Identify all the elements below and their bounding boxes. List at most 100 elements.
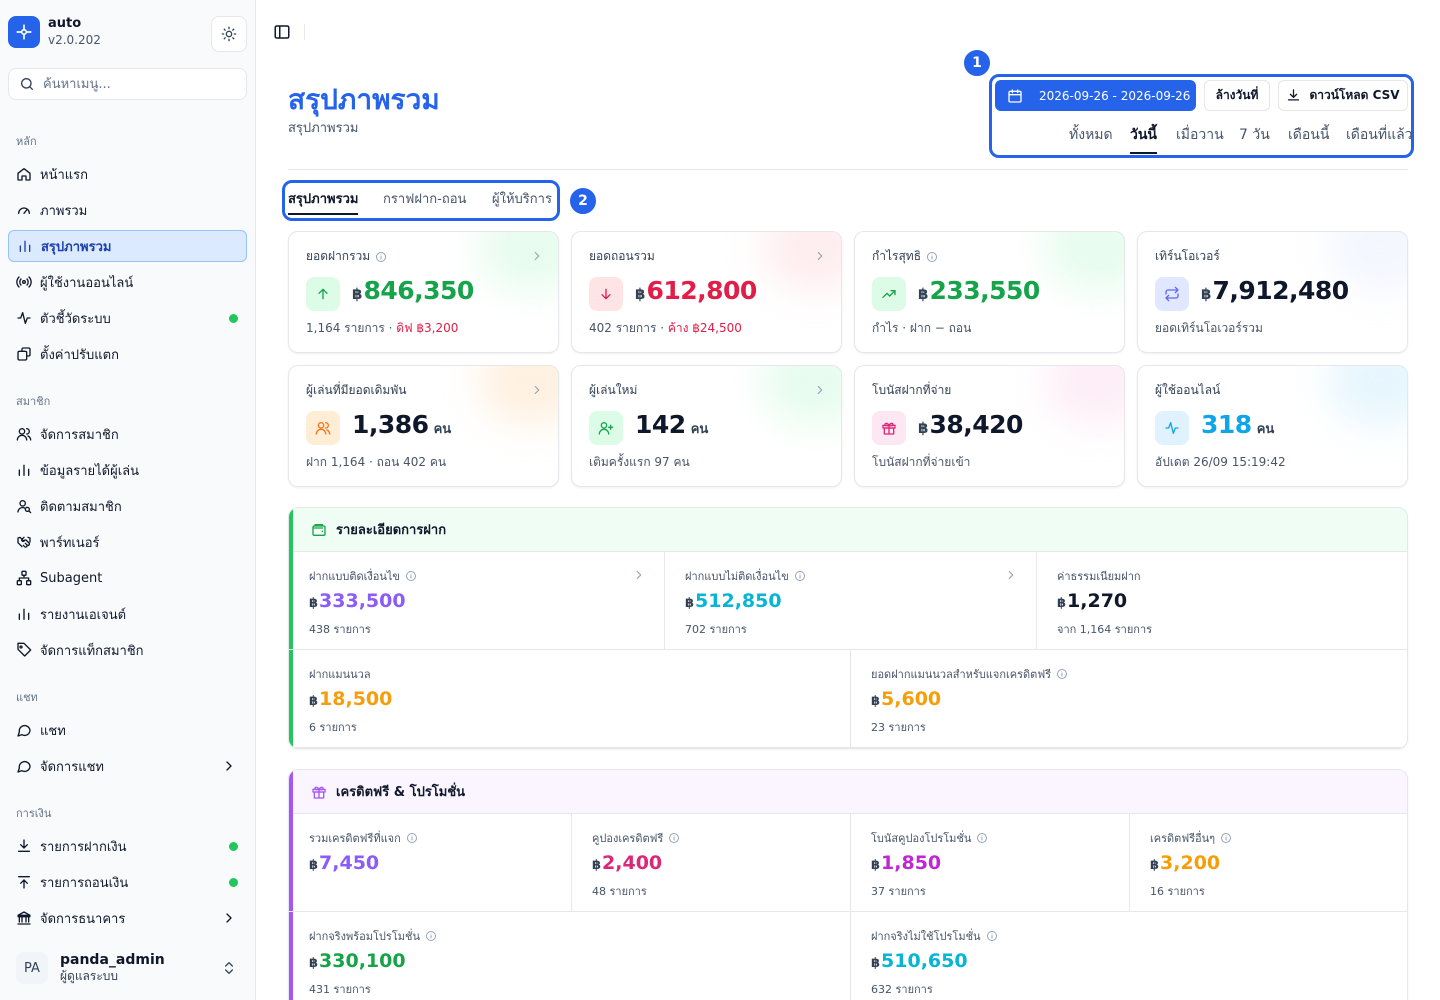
tab-providers[interactable]: ผู้ให้บริการ (492, 192, 552, 207)
stat-subtext: อัปเดต 26/09 15:19:42 (1155, 455, 1286, 469)
wallet-icon (312, 523, 326, 536)
brand[interactable]: auto v2.0.202 (8, 16, 101, 48)
stat-card-0[interactable]: ยอดฝากรวม฿ 846,350 1,164 รายการ · ดิฟ ฿3,2… (288, 231, 559, 353)
metric-value: 333,500 (319, 590, 406, 612)
range-tab-today[interactable]: วันนี้ (1130, 124, 1158, 154)
metric-value: 330,100 (319, 950, 406, 972)
user-name: panda_admin (60, 952, 165, 968)
sidebar-item-8[interactable]: ติดตามสมาชิก (8, 490, 247, 522)
stat-card-4[interactable]: ผู้เล่นที่มียอดเดิมพัน 1,386 คน ฝาก 1,164 ·… (288, 365, 559, 487)
sidebar-item-2[interactable]: สรุปภาพรวม (8, 230, 247, 262)
range-tab-last-month[interactable]: เดือนที่แล้ว (1346, 127, 1413, 143)
sidebar-item-label: ตั้งค่าปรับแตก (40, 347, 119, 363)
stat-value: 7,912,480 (1212, 276, 1349, 305)
menu-search-input[interactable] (43, 76, 233, 92)
deposit-panel-title: รายละเอียดการฝาก (336, 523, 447, 538)
metric-cell[interactable]: ฝากแบบไม่ติดเงื่อนไข฿ 512,850 702 รายการ (665, 552, 1037, 650)
download-csv-button[interactable]: ดาวน์โหลด CSV (1278, 80, 1408, 111)
menu-search[interactable] (8, 68, 247, 100)
stat-value: 612,800 (646, 276, 757, 305)
currency-symbol: ฿ (635, 285, 646, 303)
sidebar-item-12[interactable]: จัดการแท็กสมาชิก (8, 634, 247, 666)
sidebar-item-13[interactable]: แชท (8, 714, 247, 746)
metric-value: 3,200 (1160, 852, 1221, 874)
stat-subtext: กำไร · ฝาก − ถอน (872, 321, 972, 335)
chevron-right-icon (1008, 570, 1014, 580)
tab-overview[interactable]: สรุปภาพรวม (288, 188, 359, 215)
sidebar-item-9[interactable]: พาร์ทเนอร์ (8, 526, 247, 558)
topbar-divider (304, 24, 305, 40)
page-title: สรุปภาพรวม (288, 83, 440, 116)
date-range-picker[interactable]: 2026-09-26 - 2026-09-26 (995, 80, 1196, 111)
metric-cell[interactable]: ฝากแบบติดเงื่อนไข฿ 333,500 438 รายการ (289, 552, 665, 650)
chat-icon (17, 760, 31, 773)
sidebar-item-11[interactable]: รายงานเอเจนต์ (8, 598, 247, 630)
sidebar-item-17[interactable]: จัดการธนาคาร (8, 902, 247, 934)
range-tab-all[interactable]: ทั้งหมด (1069, 127, 1113, 143)
currency-symbol: ฿ (309, 956, 319, 971)
sidebar-toggle-button[interactable] (273, 23, 291, 41)
section-label-finance: การเงิน (16, 807, 52, 820)
metric-subtext: 23 รายการ (871, 721, 926, 734)
user-menu[interactable]: PA panda_admin ผู้ดูแลระบบ (8, 946, 247, 990)
sidebar-item-label: รายการฝากเงิน (40, 839, 127, 855)
stat-title: ผู้เล่นใหม่ (589, 383, 638, 397)
stat-title: กำไรสุทธิ (872, 249, 922, 263)
sidebar-item-3[interactable]: ผู้ใช้งานออนไลน์ (8, 266, 247, 298)
stat-icon-box (589, 277, 623, 311)
activity-icon (1165, 422, 1179, 434)
section-label-members: สมาชิก (16, 395, 51, 408)
stat-subtext: ยอดเทิร์นโอเวอร์รวม (1155, 321, 1263, 335)
stat-card-5[interactable]: ผู้เล่นใหม่ 142 คน เติมครั้งแรก 97 คน (571, 365, 842, 487)
currency-symbol: ฿ (1057, 596, 1067, 611)
sidebar-item-16[interactable]: รายการถอนเงิน (8, 866, 247, 898)
page-subtitle: สรุปภาพรวม (288, 121, 359, 136)
sidebar-item-7[interactable]: ข้อมูลรายได้ผู้เล่น (8, 454, 247, 486)
metric-cell: ฝากแมนนวล฿ 18,500 6 รายการ (289, 650, 851, 748)
metric-label: ยอดฝากแมนนวลสำหรับแจกเครดิตฟรี (871, 668, 1052, 681)
tab-deposit-withdraw-chart[interactable]: กราฟฝาก-ถอน (383, 192, 467, 207)
sidebar-item-label: ภาพรวม (40, 203, 88, 219)
sidebar-item-6[interactable]: จัดการสมาชิก (8, 418, 247, 450)
chevron-right-icon (817, 251, 823, 261)
stat-subtext: 1,164 รายการ · (306, 321, 397, 335)
metric-cell: ยอดฝากแมนนวลสำหรับแจกเครดิตฟรี฿ 5,600 23 ร… (851, 650, 1407, 748)
currency-symbol: ฿ (1150, 858, 1160, 873)
stat-unit: คน (690, 422, 709, 437)
sidebar-item-4[interactable]: ตัวชี้วัดระบบ (8, 302, 247, 334)
sidebar-item-10[interactable]: Subagent (8, 562, 247, 594)
currency-symbol: ฿ (352, 285, 363, 303)
sidebar-item-5[interactable]: ตั้งค่าปรับแตก (8, 338, 247, 370)
stat-subtext-alert: ค้าง ฿24,500 (667, 321, 742, 335)
download-icon (1288, 89, 1300, 101)
currency-symbol: ฿ (592, 858, 602, 873)
sidebar-item-0[interactable]: หน้าแรก (8, 158, 247, 190)
sun-icon (221, 26, 237, 42)
sidebar-item-14[interactable]: จัดการแชท (8, 750, 247, 782)
chevron-right-icon (534, 385, 540, 395)
sidebar-item-15[interactable]: รายการฝากเงิน (8, 830, 247, 862)
metric-label: ฝากแบบติดเงื่อนไข (309, 570, 400, 583)
metric-subtext: จาก 1,164 รายการ (1057, 623, 1153, 636)
sidebar-item-1[interactable]: ภาพรวม (8, 194, 247, 226)
range-tab-7days[interactable]: 7 วัน (1239, 127, 1270, 143)
activity-icon (17, 312, 31, 324)
trending-up-icon (882, 290, 896, 298)
radio-icon (16, 276, 32, 288)
stat-title: ผู้ใช้ออนไลน์ (1155, 383, 1221, 397)
stat-icon-box (1155, 277, 1189, 311)
arrow-down-icon (601, 288, 611, 300)
range-tab-this-month[interactable]: เดือนนี้ (1288, 127, 1330, 143)
metric-cell: รวมเครดิตฟรีที่แจก฿ 7,450 (289, 814, 572, 912)
metric-label: ฝากแมนนวล (309, 668, 371, 681)
clear-date-button[interactable]: ล้างวันที่ (1204, 80, 1270, 111)
range-tab-yesterday[interactable]: เมื่อวาน (1176, 127, 1224, 143)
deposit-details-panel: รายละเอียดการฝาก ฝากแบบติดเงื่อนไข฿ 333,5… (288, 507, 1408, 749)
avatar: PA (16, 952, 48, 984)
theme-toggle-button[interactable] (211, 16, 247, 52)
metric-value: 1,270 (1067, 590, 1128, 612)
stat-card-1[interactable]: ยอดถอนรวม฿ 612,800 402 รายการ · ค้าง ฿24,5… (571, 231, 842, 353)
stat-title: ยอดฝากรวม (306, 249, 371, 263)
annotation-box-tabs (282, 180, 560, 221)
stat-title: เทิร์นโอเวอร์ (1155, 249, 1220, 263)
